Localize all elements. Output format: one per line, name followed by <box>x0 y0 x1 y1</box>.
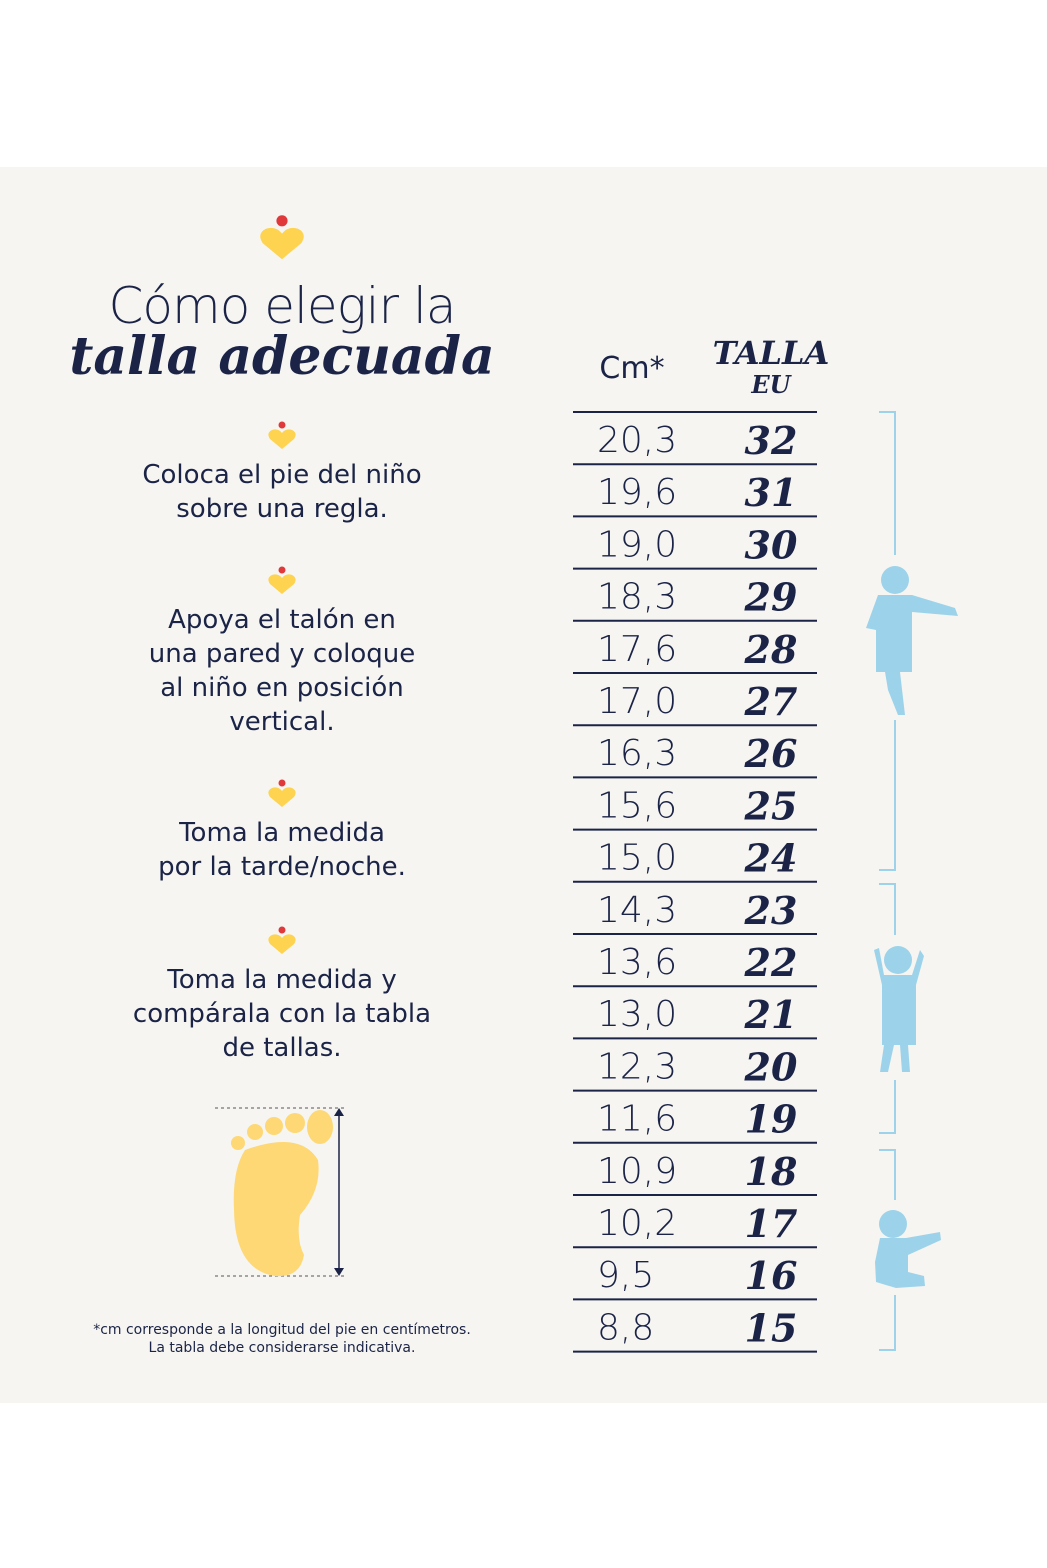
cm-cell: 20,3 <box>597 420 677 461</box>
cm-cell: 17,0 <box>597 681 677 722</box>
size-cell: 30 <box>745 522 798 567</box>
step-text: por la tarde/noche. <box>158 852 406 882</box>
size-cell: 24 <box>744 836 798 881</box>
ornament-icon <box>268 566 296 594</box>
size-cell: 25 <box>744 783 798 828</box>
cm-cell: 14,3 <box>597 890 677 931</box>
cm-cell: 11,6 <box>597 1099 677 1140</box>
size-cell: 26 <box>744 731 798 776</box>
size-cell: 15 <box>745 1305 798 1350</box>
step-text: Coloca el pie del niño <box>142 460 421 490</box>
ornament-icon <box>268 926 296 954</box>
cm-cell: 8,8 <box>597 1307 654 1348</box>
ornament <box>260 215 304 260</box>
size-cell: 32 <box>745 418 798 463</box>
cm-cell: 15,6 <box>597 785 677 826</box>
size-cell: 31 <box>745 470 798 515</box>
step-text: al niño en posición <box>160 673 404 703</box>
cm-cell: 16,3 <box>597 733 677 774</box>
foot-illustration <box>215 1107 345 1277</box>
cm-cell: 13,0 <box>597 994 677 1035</box>
cm-cell: 13,6 <box>597 942 677 983</box>
ornament-icon <box>268 421 296 449</box>
panel <box>0 167 1047 1403</box>
step-text: Toma la medida <box>178 818 385 848</box>
step-text: sobre una regla. <box>176 494 388 524</box>
size-cell: 19 <box>745 1097 798 1142</box>
step-text: compárala con la tabla <box>133 999 431 1029</box>
size-cell: 16 <box>745 1253 798 1298</box>
footnote: La tabla debe considerarse indicativa. <box>149 1340 416 1356</box>
size-cell: 17 <box>745 1201 798 1246</box>
cm-cell: 15,0 <box>597 838 677 879</box>
cm-cell: 19,0 <box>597 524 677 565</box>
size-cell: 28 <box>744 627 798 672</box>
header-size: TALLA <box>713 334 830 372</box>
size-cell: 29 <box>744 575 798 620</box>
step-text: Apoya el talón en <box>168 605 396 635</box>
size-cell: 27 <box>744 679 798 724</box>
cm-cell: 9,5 <box>597 1255 654 1296</box>
brackets <box>879 411 896 1351</box>
size-cell: 20 <box>744 1044 798 1089</box>
footnote: *cm corresponde a la longitud del pie en… <box>93 1322 471 1338</box>
cm-cell: 18,3 <box>597 577 677 618</box>
step-text: de tallas. <box>222 1033 341 1063</box>
step-text: Toma la medida y <box>166 965 396 995</box>
step-text: una pared y coloque <box>149 639 415 669</box>
title-line1: Cómo elegir la <box>109 277 456 335</box>
size-cell: 22 <box>744 940 798 985</box>
size-cell: 23 <box>744 888 798 933</box>
ornament-icon <box>268 779 296 807</box>
ornament <box>268 779 296 807</box>
header-size-sub: EU <box>750 370 792 399</box>
cm-cell: 17,6 <box>597 629 677 670</box>
cm-cell: 12,3 <box>597 1046 677 1087</box>
cm-cell: 10,9 <box>597 1151 677 1192</box>
step-text: vertical. <box>229 707 334 737</box>
cm-cell: 10,2 <box>597 1203 677 1244</box>
ornament <box>268 566 296 594</box>
title-line2: talla adecuada <box>69 326 494 387</box>
size-cell: 21 <box>744 992 798 1037</box>
ornament <box>268 421 296 449</box>
cm-cell: 19,6 <box>597 472 677 513</box>
ornament <box>268 926 296 954</box>
size-cell: 18 <box>745 1149 798 1194</box>
child-silhouettes <box>866 566 958 1288</box>
header-cm: Cm* <box>599 351 664 386</box>
